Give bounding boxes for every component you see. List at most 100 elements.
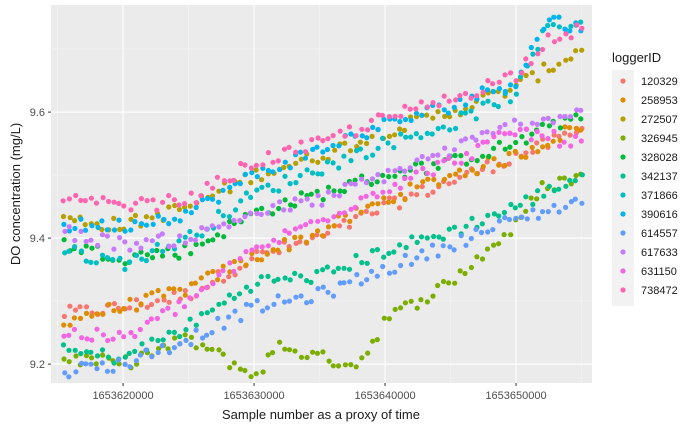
data-point (232, 308, 238, 314)
data-point (409, 234, 415, 240)
data-point (198, 287, 204, 293)
data-point (386, 195, 392, 201)
data-point (336, 210, 342, 216)
data-point (66, 196, 72, 202)
data-point (116, 361, 122, 367)
data-point (209, 196, 216, 202)
data-point (502, 131, 508, 137)
data-point (413, 131, 419, 137)
data-point (176, 299, 182, 305)
data-point (259, 177, 265, 183)
data-point (341, 210, 347, 216)
data-point (424, 299, 430, 305)
data-point (204, 284, 210, 291)
data-point (132, 348, 138, 354)
data-point (104, 255, 110, 261)
data-point (557, 113, 563, 120)
data-point (446, 226, 452, 232)
data-point (369, 176, 375, 182)
data-point (265, 243, 271, 249)
data-point (331, 223, 337, 229)
data-point (265, 150, 271, 156)
data-point (66, 347, 72, 353)
data-point (253, 371, 259, 377)
data-point (237, 217, 243, 224)
data-point (534, 128, 540, 135)
data-point (408, 175, 414, 181)
data-point (275, 247, 281, 253)
data-point (248, 374, 254, 380)
y-axis-title: DO concentration (mg/L) (8, 123, 23, 265)
data-point (551, 188, 557, 194)
data-point (248, 180, 254, 186)
data-point (462, 136, 469, 142)
data-point (359, 133, 365, 139)
data-point (435, 109, 441, 115)
data-point (403, 244, 409, 251)
data-point (144, 198, 150, 204)
data-point (287, 207, 293, 213)
data-point (287, 181, 293, 187)
data-point (172, 252, 178, 258)
data-point (79, 335, 85, 341)
data-point (199, 241, 205, 247)
data-point (199, 197, 205, 203)
data-point (484, 246, 491, 252)
data-point (541, 193, 547, 199)
data-point (154, 298, 160, 304)
data-point (204, 226, 210, 232)
data-point (188, 334, 195, 340)
data-point (491, 156, 497, 162)
data-point (413, 110, 420, 116)
data-point (303, 222, 309, 228)
data-point (138, 196, 144, 202)
data-point (172, 202, 178, 209)
x-axis-title: Sample number as a proxy of time (222, 407, 420, 422)
data-point (187, 203, 193, 209)
data-point (216, 301, 222, 307)
data-point (286, 298, 292, 304)
data-point (408, 117, 414, 123)
data-point (287, 277, 293, 283)
data-point (545, 209, 551, 215)
data-point (523, 150, 529, 156)
data-point (60, 213, 67, 220)
data-point (127, 296, 133, 302)
data-point (357, 146, 363, 152)
data-point (220, 263, 226, 269)
data-point (529, 120, 536, 126)
x-tick-label: 1653650000 (485, 390, 546, 402)
series-371866 (62, 19, 584, 272)
data-point (480, 89, 486, 95)
data-point (402, 168, 408, 174)
data-point (304, 300, 310, 306)
data-point (574, 107, 580, 113)
data-point (502, 146, 508, 152)
data-point (89, 223, 95, 229)
data-point (177, 341, 183, 347)
data-point (254, 210, 260, 217)
data-point (315, 228, 321, 234)
data-point (517, 202, 523, 208)
data-point (568, 35, 574, 41)
data-point (348, 131, 354, 137)
data-point (402, 300, 408, 306)
data-point (463, 223, 469, 229)
data-point (374, 179, 380, 185)
data-point (369, 201, 375, 207)
data-point (292, 226, 298, 232)
data-point (166, 329, 172, 335)
data-point (419, 183, 425, 190)
data-point (236, 291, 243, 297)
data-point (66, 228, 72, 234)
data-point (297, 224, 304, 230)
data-point (72, 225, 78, 232)
data-point (155, 233, 161, 239)
data-point (418, 99, 424, 105)
data-point (89, 245, 95, 251)
data-point (286, 144, 292, 150)
data-point (374, 273, 380, 279)
data-point (302, 149, 309, 155)
data-point (508, 232, 514, 238)
data-point (66, 359, 72, 365)
